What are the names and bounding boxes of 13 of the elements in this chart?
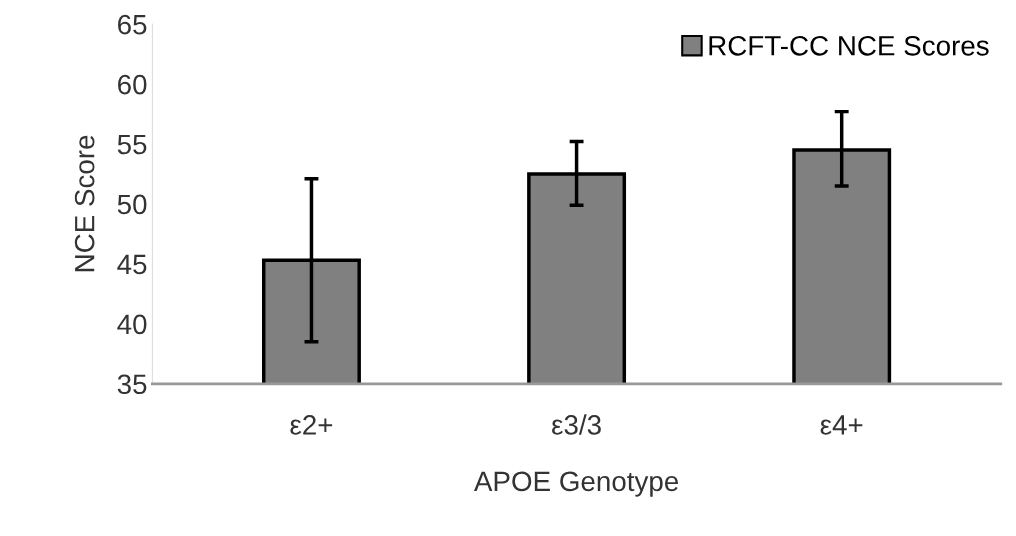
- y-tick-label: 45: [117, 254, 147, 275]
- y-tick-label: 35: [117, 374, 147, 395]
- x-tick-label: ε4+: [820, 415, 863, 435]
- y-tick-label: 40: [117, 314, 147, 335]
- x-tick-label: ε3/3: [552, 414, 601, 435]
- y-tick-label: 60: [118, 74, 147, 95]
- y-tick-label: 55: [117, 134, 147, 155]
- legend-label: RCFT-CC NCE Scores: [709, 35, 989, 56]
- x-tick-label: ε2+: [290, 415, 333, 435]
- y-tick-label: 65: [118, 14, 147, 35]
- x-axis-title: APOE Genotype: [473, 471, 679, 497]
- y-tick-label: 50: [117, 194, 147, 215]
- y-axis-title: NCE Score: [74, 135, 95, 272]
